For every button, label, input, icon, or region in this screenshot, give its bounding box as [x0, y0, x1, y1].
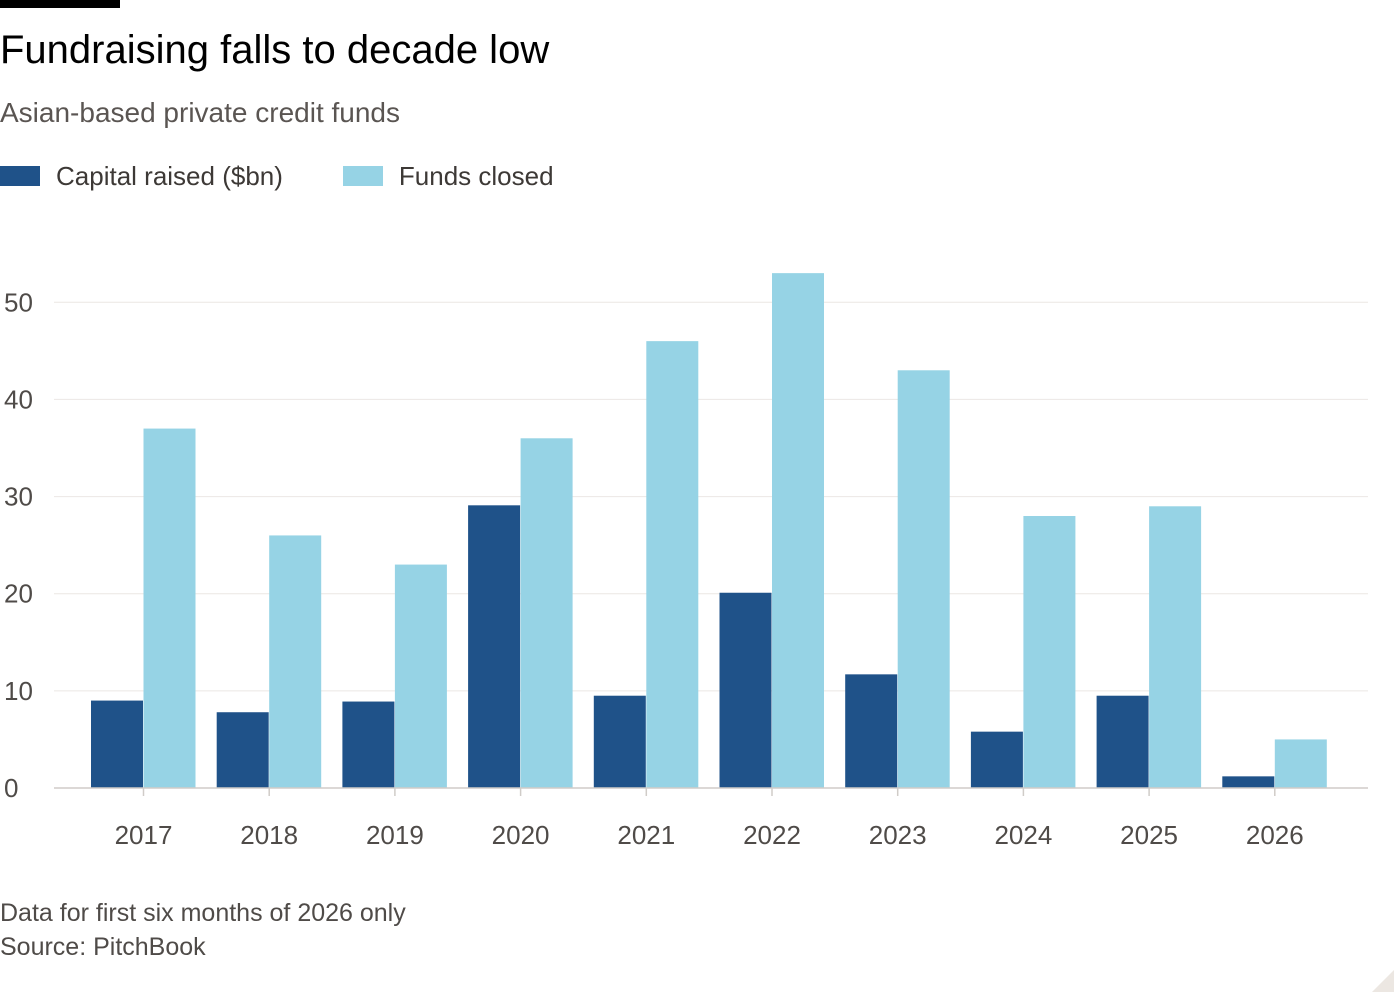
x-tick-label: 2017 [115, 820, 173, 850]
legend-item-capital: Capital raised ($bn) [0, 161, 283, 192]
bar-funds-2017 [143, 428, 196, 788]
x-tick-label: 2023 [869, 820, 927, 850]
corner-fold-decoration [1372, 970, 1394, 992]
y-tick-label: 40 [4, 384, 33, 414]
bar-capital-2019 [342, 701, 395, 788]
x-tick-label: 2024 [994, 820, 1052, 850]
bar-chart: 0 10 20 30 40 50 2017 2018 2019 2020 2021 2022 2023 2… [4, 273, 1368, 850]
bar-capital-2022 [719, 592, 772, 788]
bar-funds-2018 [269, 535, 322, 788]
legend-label-capital: Capital raised ($bn) [56, 160, 283, 191]
bar-capital-2018 [216, 712, 269, 788]
y-tick-label: 0 [4, 773, 18, 803]
legend-label-funds: Funds closed [398, 160, 554, 191]
x-tick-label: 2019 [366, 820, 424, 850]
y-tick-label: 50 [4, 287, 33, 317]
bar-funds-2022 [772, 273, 824, 789]
chart-subtitle: Asian-based private credit funds [0, 97, 400, 128]
bar-funds-2025 [1149, 506, 1202, 788]
bar-funds-2024 [1023, 516, 1076, 788]
bar-capital-2024 [970, 731, 1023, 788]
bar-funds-2021 [646, 341, 699, 788]
bar-capital-2025 [1096, 695, 1149, 788]
bar-capital-2023 [845, 674, 898, 788]
x-tick-label: 2020 [492, 820, 550, 850]
x-tick-label: 2021 [617, 820, 675, 850]
bar-funds-2026 [1274, 739, 1327, 788]
brand-bar [0, 0, 120, 8]
x-tick-label: 2018 [240, 820, 298, 850]
y-tick-label: 30 [4, 482, 33, 512]
chart-title: Fundraising falls to decade low [0, 28, 550, 72]
source-note: Source: PitchBook [0, 933, 206, 961]
chart-legend: Capital raised ($bn) Funds closed [0, 158, 614, 194]
axes: 0 10 20 30 40 50 2017 2018 2019 2020 2021 2022 2023 2… [4, 287, 1368, 850]
legend-item-funds: Funds closed [342, 160, 554, 192]
bar-capital-2017 [91, 700, 143, 788]
bar-funds-2020 [520, 438, 573, 788]
bar-funds-2023 [897, 370, 950, 788]
bar-funds-2019 [394, 564, 447, 788]
y-tick-label: 20 [4, 579, 33, 609]
bar-capital-2021 [593, 695, 646, 788]
x-tick-label: 2026 [1246, 820, 1304, 850]
x-tick-label: 2022 [743, 820, 801, 850]
legend-swatch-funds [342, 166, 383, 186]
bar-capital-2026 [1222, 776, 1275, 788]
x-tick-label: 2025 [1120, 820, 1178, 850]
legend-swatch-capital [0, 166, 40, 186]
footnote: Data for first six months of 2026 only [0, 899, 406, 927]
y-tick-label: 10 [4, 676, 33, 706]
bar-capital-2020 [468, 505, 521, 788]
bars [91, 273, 1327, 789]
